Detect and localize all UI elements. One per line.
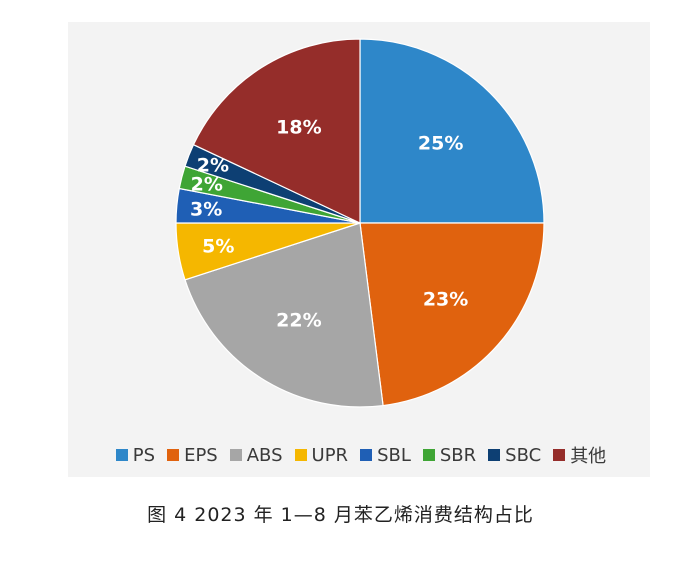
- legend-swatch: [422, 449, 435, 461]
- slice-label-SBL: 3%: [190, 198, 222, 220]
- chart-panel: 25% 23% 22% 5% 3% 2% 2% 18%: [68, 22, 650, 477]
- legend-item-SBR: SBR: [422, 444, 477, 466]
- slice-label-UPR: 5%: [202, 235, 234, 257]
- legend-item-其他: 其他: [553, 442, 606, 468]
- legend-label: UPR: [311, 444, 349, 466]
- figure-caption: 图 4 2023 年 1—8 月苯乙烯消费结构占比: [147, 504, 534, 526]
- pie-chart: 25%23%22%5%3%2%2%18%: [175, 38, 545, 408]
- legend-label: ABS: [246, 444, 283, 466]
- slice-label-ABS: 22%: [276, 309, 321, 331]
- legend-swatch: [115, 449, 128, 461]
- legend-swatch: [360, 449, 373, 461]
- legend-swatch: [294, 449, 307, 461]
- legend-swatch: [229, 449, 242, 461]
- legend-item-SBC: SBC: [488, 445, 541, 466]
- legend-swatch: [488, 449, 501, 461]
- legend-item-UPR: UPR: [294, 444, 349, 466]
- legend-item-SBL: SBL: [360, 445, 411, 466]
- legend-label: SBL: [377, 444, 411, 466]
- slice-label-SBR: 2%: [191, 174, 223, 196]
- legend-item-EPS: EPS: [167, 445, 218, 466]
- legend-label: SBR: [439, 444, 477, 466]
- slice-label-EPS: 23%: [423, 288, 468, 310]
- slice-label-其他: 18%: [276, 117, 321, 139]
- legend-label: SBC: [505, 444, 542, 466]
- legend-item-ABS: ABS: [229, 444, 283, 466]
- legend-label: EPS: [184, 444, 218, 466]
- legend: PS EPS ABS UPR SBL SBR SBC 其他: [78, 440, 644, 470]
- pie-slice-PS: [359, 38, 545, 224]
- slice-label-PS: 25%: [418, 132, 463, 154]
- legend-swatch: [553, 449, 566, 461]
- legend-label: 其他: [570, 446, 607, 467]
- slice-label-SBC: 2%: [197, 155, 229, 177]
- legend-label: PS: [132, 444, 156, 466]
- pie-slice-ABS: [184, 222, 384, 408]
- pie-slice-EPS: [359, 222, 545, 407]
- legend-swatch: [167, 449, 180, 461]
- legend-item-PS: PS: [115, 444, 156, 466]
- pie-slice-其他: [192, 38, 361, 224]
